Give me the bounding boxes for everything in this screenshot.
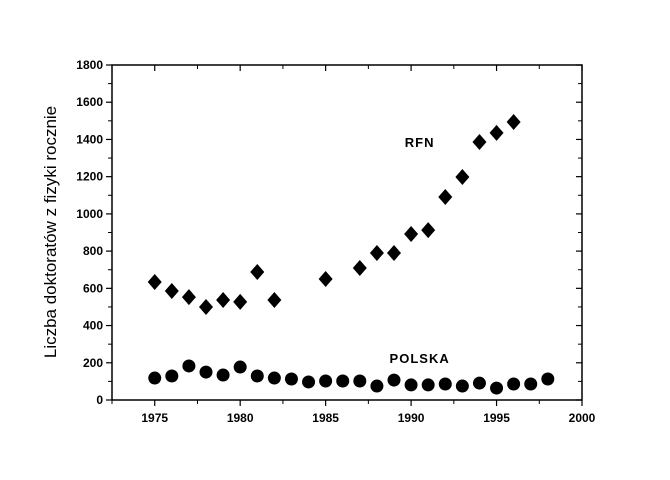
polska-point — [199, 365, 213, 379]
series-label-polska: POLSKA — [390, 351, 450, 366]
series-label-rfn: RFN — [405, 135, 435, 150]
polska-point — [302, 375, 316, 389]
polska-point — [148, 371, 162, 385]
polska-point — [455, 379, 469, 393]
rfn-point — [164, 282, 179, 299]
y-tick-label: 800 — [83, 244, 103, 258]
x-tick-label: 1995 — [483, 411, 510, 425]
polska-point — [250, 369, 264, 383]
polska-point — [541, 372, 555, 386]
x-tick-label: 1980 — [227, 411, 254, 425]
rfn-point — [250, 263, 265, 280]
rfn-point — [216, 292, 231, 309]
data-marks — [147, 113, 555, 395]
rfn-point — [472, 134, 487, 151]
rfn-point — [404, 225, 419, 242]
polska-point — [353, 374, 367, 388]
axes: 1975 1980 1985 1990 1995 2000 0 200 400 600 800 100… — [76, 58, 595, 425]
rfn-point — [199, 298, 213, 315]
polska-point — [421, 378, 435, 392]
polska-point — [370, 379, 384, 393]
polska-point — [267, 371, 281, 385]
y-tick-label: 1000 — [76, 207, 103, 221]
polska-point — [472, 376, 486, 390]
x-tick-label: 1990 — [398, 411, 425, 425]
polska-point — [438, 377, 452, 391]
rfn-point — [318, 271, 333, 288]
rfn-point — [421, 222, 436, 239]
rfn-point — [489, 124, 504, 141]
polska-point — [387, 373, 401, 387]
x-tick-label: 1985 — [312, 411, 339, 425]
rfn-point — [506, 113, 521, 130]
rfn-point — [455, 169, 470, 186]
polska-point — [233, 360, 247, 374]
rfn-point — [147, 274, 162, 291]
polska-point — [284, 372, 298, 386]
y-tick-label: 1600 — [76, 95, 103, 109]
polska-point — [336, 374, 350, 388]
x-tick-label: 1975 — [141, 411, 168, 425]
y-tick-label: 0 — [96, 393, 103, 407]
y-tick-label: 400 — [83, 319, 103, 333]
y-axis-label: Liczba doktoratów z fizyki rocznie — [41, 106, 60, 358]
y-tick-label: 600 — [83, 281, 103, 295]
rfn-point — [352, 260, 367, 277]
x-tick-label: 2000 — [569, 411, 596, 425]
polska-point — [404, 378, 418, 392]
rfn-point — [369, 244, 384, 261]
plot-frame — [111, 64, 583, 401]
y-tick-label: 1800 — [76, 58, 103, 72]
y-tick-label: 1200 — [76, 170, 103, 184]
polska-point — [507, 377, 521, 391]
polska-point — [182, 359, 196, 373]
rfn-point — [233, 293, 248, 310]
polska-point — [490, 381, 504, 395]
y-tick-label: 1400 — [76, 132, 103, 146]
rfn-point — [387, 244, 401, 261]
rfn-point — [181, 289, 196, 306]
polska-point — [165, 369, 179, 383]
polska-point — [216, 368, 230, 382]
polska-point — [524, 377, 538, 391]
rfn-point — [438, 188, 453, 205]
rfn-point — [267, 292, 282, 309]
polska-point — [319, 374, 333, 388]
y-tick-label: 200 — [83, 356, 103, 370]
